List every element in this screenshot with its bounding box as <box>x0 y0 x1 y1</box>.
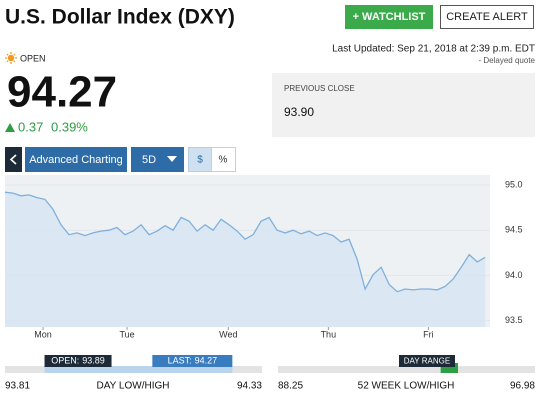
change-percent: 0.39% <box>51 119 88 134</box>
period-label[interactable]: 5D <box>142 154 156 166</box>
x-tick-label: Tue <box>119 329 134 339</box>
y-tick-label: 94.0 <box>505 270 523 280</box>
percent-toggle[interactable] <box>211 147 236 172</box>
day-range-title: DAY LOW/HIGH <box>97 381 170 392</box>
watchlist-button[interactable] <box>345 5 433 29</box>
x-tick-label: Wed <box>219 329 237 339</box>
back-button[interactable] <box>5 147 22 172</box>
x-tick-label: Fri <box>423 329 434 339</box>
week52-title: 52 WEEK LOW/HIGH <box>358 381 455 392</box>
area <box>5 192 486 327</box>
percent-label[interactable]: % <box>219 155 228 166</box>
previous-close-label: PREVIOUS CLOSE <box>284 84 355 93</box>
price-flag <box>152 355 233 367</box>
chart: 93.5 94.0 94.5 95.0 Mon Tue Wed Thu Fri <box>4 179 523 339</box>
title: U.S. Dollar Index (DXY) <box>5 6 235 29</box>
flag-caption: OPEN: <box>51 356 79 366</box>
line <box>4 191 486 293</box>
dropdown-icon[interactable] <box>167 156 177 162</box>
day-range-marker <box>440 363 458 373</box>
week52-track <box>278 366 535 373</box>
advanced-charting-label[interactable]: Advanced Charting <box>29 154 123 166</box>
previous-close-box <box>272 73 535 137</box>
alert-label[interactable]: CREATE ALERT <box>446 11 528 23</box>
alert-button[interactable] <box>440 5 534 29</box>
day-range-flag-label: DAY RANGE <box>404 357 450 366</box>
x-tick-label: Thu <box>321 329 337 339</box>
y-tick-label: 94.5 <box>505 225 523 235</box>
price-flag-label: OPEN: 93.89 <box>51 356 105 366</box>
week52-low: 88.25 <box>278 381 303 392</box>
day-low: 93.81 <box>5 381 30 392</box>
day-open-last-bar <box>44 366 233 373</box>
week52-high: 96.98 <box>510 381 535 392</box>
watchlist-label[interactable]: + WATCHLIST <box>353 11 426 23</box>
advanced-charting-button[interactable] <box>25 147 127 172</box>
price-flag-label: LAST: 94.27 <box>168 356 218 366</box>
day-high: 94.33 <box>237 381 262 392</box>
change: 0.37 <box>18 119 43 134</box>
flag-value: 94.27 <box>195 356 218 366</box>
period-select[interactable] <box>131 147 184 172</box>
ranges: 93.81 DAY LOW/HIGH 94.33 88.25 52 WEEK L… <box>5 355 535 392</box>
y-tick-label: 95.0 <box>505 179 523 189</box>
previous-close: 93.90 <box>284 105 314 119</box>
delayed-note: - Delayed quote <box>479 56 536 65</box>
up-arrow <box>5 123 15 132</box>
market-status: OPEN <box>20 53 46 63</box>
back-icon[interactable] <box>9 154 17 165</box>
flag-value: 93.89 <box>82 356 105 366</box>
dollar-label[interactable]: $ <box>197 155 203 166</box>
last-updated: Last Updated: Sep 21, 2018 at 2:39 p.m. … <box>332 44 535 55</box>
price-flag <box>44 355 112 367</box>
sun-icon <box>5 52 17 64</box>
flag-caption: LAST: <box>168 356 192 366</box>
y-tick-label: 93.5 <box>505 315 523 325</box>
price: 94.27 <box>7 68 117 117</box>
day-range-flag <box>398 355 455 367</box>
x-tick-label: Mon <box>34 329 52 339</box>
